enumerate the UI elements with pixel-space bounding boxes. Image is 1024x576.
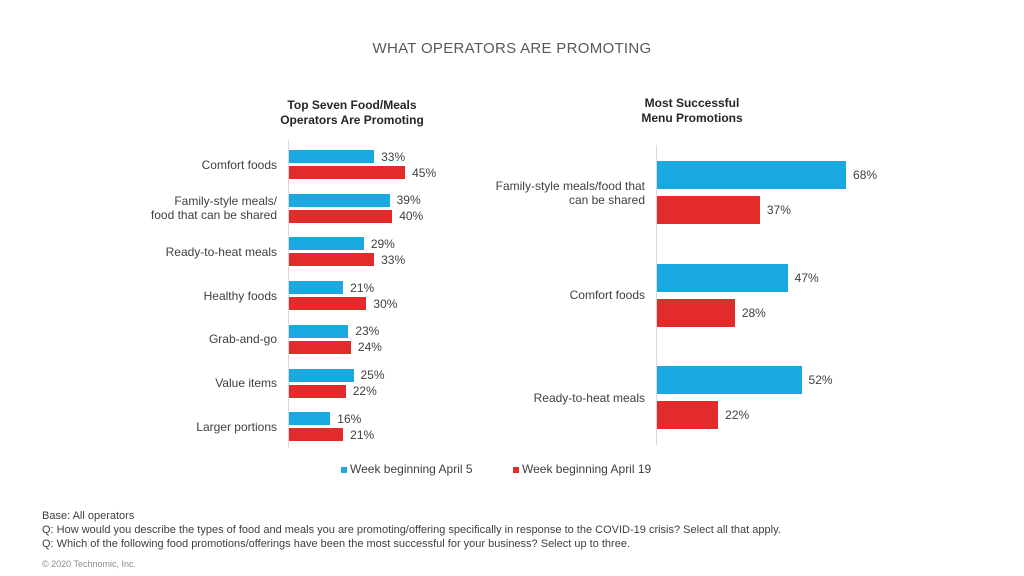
category-label-line: Ready-to-heat meals: [533, 390, 645, 405]
data-label: 23%: [355, 324, 380, 339]
legend-swatch-blue: [341, 466, 347, 473]
category-label: Grab-and-go: [57, 332, 277, 346]
note-base: Base: All operators: [42, 510, 135, 522]
bar-april-5: [289, 193, 390, 207]
data-label: 37%: [766, 203, 791, 217]
chart-title: Top Seven Food/Meals Operators Are Promot…: [262, 98, 442, 128]
chart-title-line: Top Seven Food/Meals: [287, 98, 417, 112]
bar-april-5: [289, 368, 354, 382]
bar-april-19: [289, 166, 406, 179]
data-label: 21%: [350, 427, 375, 442]
category-label-line: Ready-to-heat meals: [165, 244, 277, 259]
bar-april-5: [289, 150, 375, 163]
data-label: 21%: [350, 280, 375, 295]
category-label: Larger portions: [57, 420, 277, 434]
chart-title-line: Operators Are Promoting: [280, 113, 424, 127]
data-label: 52%: [808, 373, 833, 387]
category-label: Ready-to-heat meals: [57, 245, 277, 259]
data-label: 39%: [396, 193, 421, 208]
bar-april-19: [289, 428, 344, 442]
category-label: Value items: [57, 376, 277, 390]
bar-april-5: [289, 412, 331, 426]
category-label-line: Family-style meals/: [174, 194, 277, 209]
category-label: Comfort foods: [425, 288, 645, 302]
legend-item-april-19: Week beginning April 19: [513, 462, 651, 476]
note-question-2: Q: Which of the following food promotion…: [42, 538, 631, 550]
bar-april-19: [657, 401, 719, 429]
data-label: 22%: [352, 384, 377, 398]
category-label: Ready-to-heat meals: [425, 391, 645, 405]
chart-title-line: Menu Promotions: [641, 111, 743, 125]
category-label: Comfort foods: [57, 158, 277, 172]
category-label-line: Comfort foods: [569, 288, 645, 302]
data-label: 33%: [381, 252, 406, 267]
legend-swatch-red: [513, 466, 519, 473]
bar-april-19: [657, 298, 735, 327]
category-label-line: Larger portions: [196, 419, 277, 434]
bar-april-19: [289, 297, 367, 311]
bar-april-5: [657, 263, 788, 292]
category-label-line: Grab-and-go: [208, 332, 277, 347]
slide-title: WHAT OPERATORS ARE PROMOTING: [372, 40, 652, 57]
data-label: 68%: [853, 168, 878, 182]
category-axis: [656, 145, 657, 445]
copyright: © 2020 Technomic, Inc.: [42, 559, 137, 569]
note-question-1: Q: How would you describe the types of f…: [42, 524, 781, 536]
data-label: 16%: [337, 411, 362, 426]
data-label: 47%: [794, 270, 819, 285]
data-label: 33%: [381, 149, 406, 164]
bar-april-5: [289, 237, 364, 251]
category-label-line: Healthy foods: [203, 288, 277, 303]
bar-april-19: [289, 253, 375, 267]
category-label: Family-style meals/food that can be shar…: [57, 194, 277, 222]
bar-april-5: [289, 324, 349, 338]
bar-april-19: [289, 209, 393, 223]
data-label: 28%: [741, 305, 766, 320]
bar-april-19: [289, 384, 346, 398]
category-axis: [288, 140, 289, 448]
category-label: Family-style meals/food that can be share…: [425, 179, 645, 207]
category-label-line: Value items: [215, 376, 277, 390]
chart-title-line: Most Successful: [644, 96, 740, 110]
bar-april-5: [289, 281, 344, 295]
category-label-line: Comfort foods: [201, 157, 277, 172]
category-label-line: food that can be shared: [150, 208, 277, 223]
category-label-line: can be shared: [568, 192, 645, 207]
data-label: 30%: [373, 296, 398, 311]
data-label: 25%: [360, 368, 385, 382]
legend-label: Week beginning April 19: [522, 462, 652, 476]
data-label: 29%: [370, 236, 395, 251]
legend-label: Week beginning April 5: [350, 462, 473, 476]
data-label: 22%: [725, 408, 750, 422]
bar-april-19: [289, 340, 351, 354]
bar-april-19: [657, 196, 760, 224]
chart-title: Most Successful Menu Promotions: [602, 96, 782, 126]
data-label: 24%: [357, 340, 382, 355]
data-label: 40%: [399, 209, 424, 224]
bar-april-5: [657, 161, 847, 189]
data-label: 45%: [412, 165, 437, 180]
category-label-line: Family-style meals/food that: [495, 178, 645, 193]
legend-item-april-5: Week beginning April 5: [341, 462, 473, 476]
bar-april-5: [657, 366, 802, 394]
category-label: Healthy foods: [57, 289, 277, 303]
